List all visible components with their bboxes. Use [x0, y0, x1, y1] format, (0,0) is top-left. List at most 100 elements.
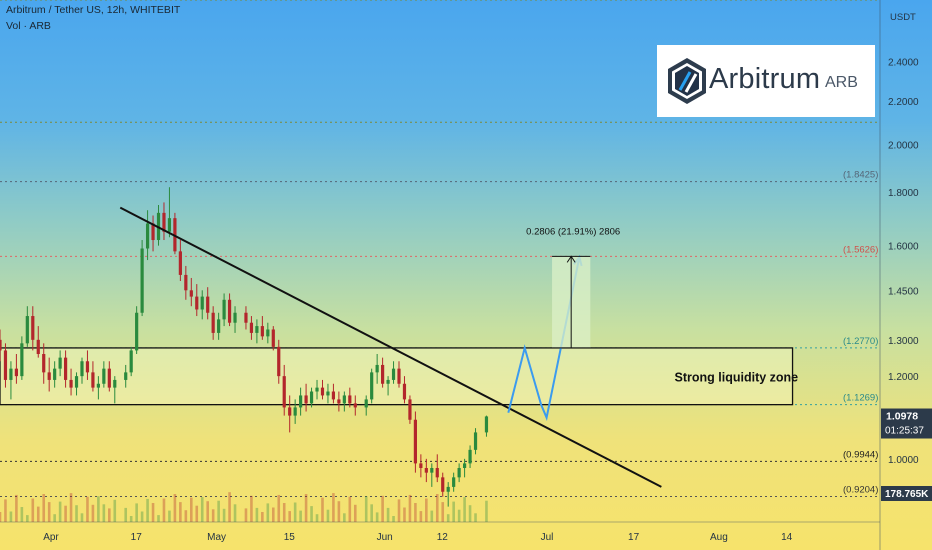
volume-bar [31, 498, 35, 522]
candle-body [381, 364, 385, 384]
candle-body [145, 223, 150, 249]
candle-body [140, 248, 144, 313]
volume-bar [91, 504, 95, 522]
candle-body [468, 449, 472, 464]
time-tick-label: 15 [284, 532, 296, 543]
volume-bar [457, 509, 461, 522]
volume-bar [190, 497, 193, 522]
bar-countdown-label: 01:25:37 [885, 426, 924, 437]
candle-body [184, 274, 188, 291]
candle-body [0, 339, 2, 351]
volume-bar [15, 494, 18, 522]
volume-bar [75, 505, 78, 522]
zone-bottom-level-label: (1.1269) [843, 393, 878, 404]
time-tick-label: 17 [628, 532, 640, 543]
volume-bar [304, 494, 308, 522]
volume-bar [430, 510, 434, 522]
chart-title: Arbitrum / Tether US, 12h, WHITEBIT [6, 4, 181, 16]
candle-body [227, 299, 232, 323]
volume-bar [332, 493, 335, 522]
volume-bar [244, 508, 248, 522]
measurement-label: 0.2806 (21.91%) 2806 [526, 226, 620, 237]
volume-bar [26, 515, 29, 522]
price-tick-label: 2.2000 [888, 97, 919, 108]
volume-bar [468, 505, 472, 522]
arbitrum-logo-wordmark: Arbitrum [709, 63, 821, 95]
price-tick-label: 2.4000 [888, 58, 919, 69]
support-level-label: (0.9944) [843, 449, 878, 460]
current-price-marker [881, 408, 932, 439]
candle-body [408, 399, 412, 420]
candle-body [309, 391, 314, 404]
time-tick-label: 12 [437, 532, 449, 543]
volume-bar [414, 503, 417, 522]
volume-value-label: 178.765K [885, 489, 929, 500]
candle-body [370, 372, 374, 400]
candle-body [58, 357, 62, 369]
candle-body [484, 416, 489, 433]
volume-bar [146, 498, 149, 522]
volume-bar [435, 494, 439, 522]
volume-bar [337, 501, 341, 522]
candle-body [452, 477, 456, 487]
price-axis-unit: USDT [890, 12, 916, 23]
price-tick-label: 1.4500 [888, 286, 919, 297]
volume-bar [222, 508, 226, 522]
volume-bar [140, 511, 144, 522]
candle-body [189, 290, 193, 297]
volume-bar [392, 516, 395, 522]
candle-body [63, 357, 68, 380]
volume-bar [310, 506, 313, 522]
candle-body [260, 326, 264, 337]
volume-bar [64, 505, 67, 522]
time-tick-label: 14 [781, 532, 793, 543]
candle-body [353, 403, 357, 408]
candle-body [135, 312, 139, 351]
candle-body [413, 419, 418, 464]
candle-body [206, 296, 210, 313]
candle-body [299, 395, 303, 408]
volume-bar [211, 509, 215, 522]
candle-body [315, 387, 319, 392]
candle-body [402, 383, 407, 400]
candle-body [25, 316, 29, 344]
candle-body [47, 372, 51, 380]
volume-bar [135, 503, 138, 522]
candle-body [200, 296, 204, 310]
candle-body [69, 379, 73, 388]
candle-body [293, 407, 297, 416]
candle-body [222, 299, 226, 320]
price-tick-label: 1.6000 [888, 242, 919, 253]
volume-bar [53, 514, 56, 522]
arbitrum-logo-icon [668, 58, 706, 104]
volume-bar [20, 507, 24, 522]
volume-bar [375, 512, 379, 522]
volume-bar [271, 507, 275, 522]
candle-body [20, 343, 24, 377]
volume-bar [113, 499, 117, 522]
candle-body [457, 467, 461, 478]
price-tick-label: 1.0000 [888, 455, 919, 466]
candle-body [348, 395, 352, 404]
candle-body [162, 212, 166, 232]
volume-bar [315, 514, 319, 522]
candle-body [195, 296, 199, 310]
volume-bar [200, 497, 204, 522]
candle-body [233, 312, 237, 323]
time-tick-label: 17 [131, 532, 143, 543]
volume-bar [474, 513, 477, 522]
candle-body [364, 399, 368, 408]
volume-bar [4, 499, 7, 522]
time-tick-label: Jun [377, 532, 393, 543]
volume-bar [381, 495, 384, 522]
volume-bar [326, 509, 330, 522]
candle-body [167, 218, 172, 232]
candle-body [113, 379, 117, 388]
candle-body [96, 383, 100, 388]
volume-bar [441, 502, 445, 522]
candle-body [304, 395, 308, 404]
volume-bar [353, 504, 357, 522]
time-tick-label: Aug [710, 532, 728, 543]
